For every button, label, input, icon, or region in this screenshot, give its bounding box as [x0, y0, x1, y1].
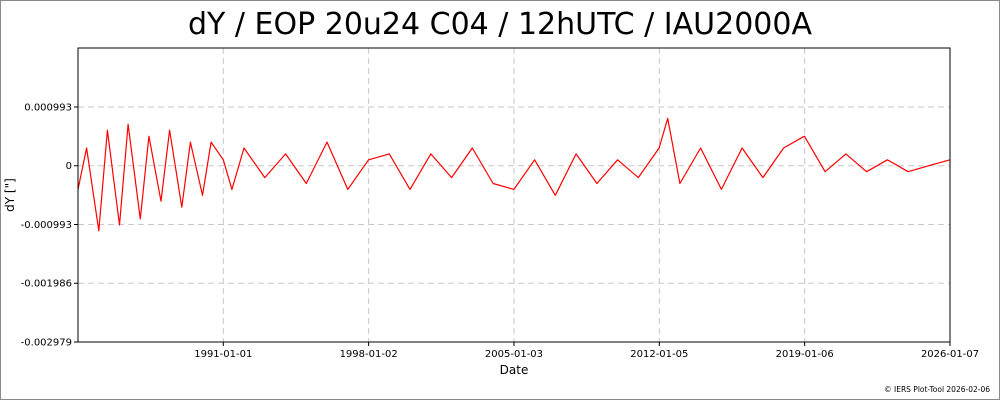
- x-axis-label: Date: [500, 363, 529, 377]
- y-tick-label: 0.000993: [24, 102, 72, 113]
- y-tick-label: -0.002979: [21, 338, 72, 349]
- x-tick-label: 2026-01-07: [921, 349, 979, 360]
- tick-layer: 1991-01-01 1998-01-02 2005-01-03 2012-01-05…: [21, 102, 979, 360]
- series-line-dy: [77, 117, 951, 232]
- credit-text: © IERS Plot-Tool 2026-02-06: [884, 385, 990, 394]
- data-layer: [77, 117, 951, 232]
- x-tick-label: 2012-01-05: [630, 349, 688, 360]
- x-tick-label: 2019-01-06: [776, 349, 834, 360]
- grid-layer: [78, 48, 950, 342]
- x-tick-label: 1998-01-02: [340, 349, 398, 360]
- x-tick-label: 2005-01-03: [485, 349, 543, 360]
- y-tick-label: -0.000993: [21, 220, 72, 231]
- y-tick-label: -0.001986: [21, 279, 72, 290]
- x-tick-label: 1991-01-01: [194, 349, 252, 360]
- y-axis-label: dY ["]: [3, 178, 17, 212]
- chart-title: dY / EOP 20u24 C04 / 12hUTC / IAU2000A: [188, 7, 812, 42]
- y-tick-label: 0: [66, 161, 72, 172]
